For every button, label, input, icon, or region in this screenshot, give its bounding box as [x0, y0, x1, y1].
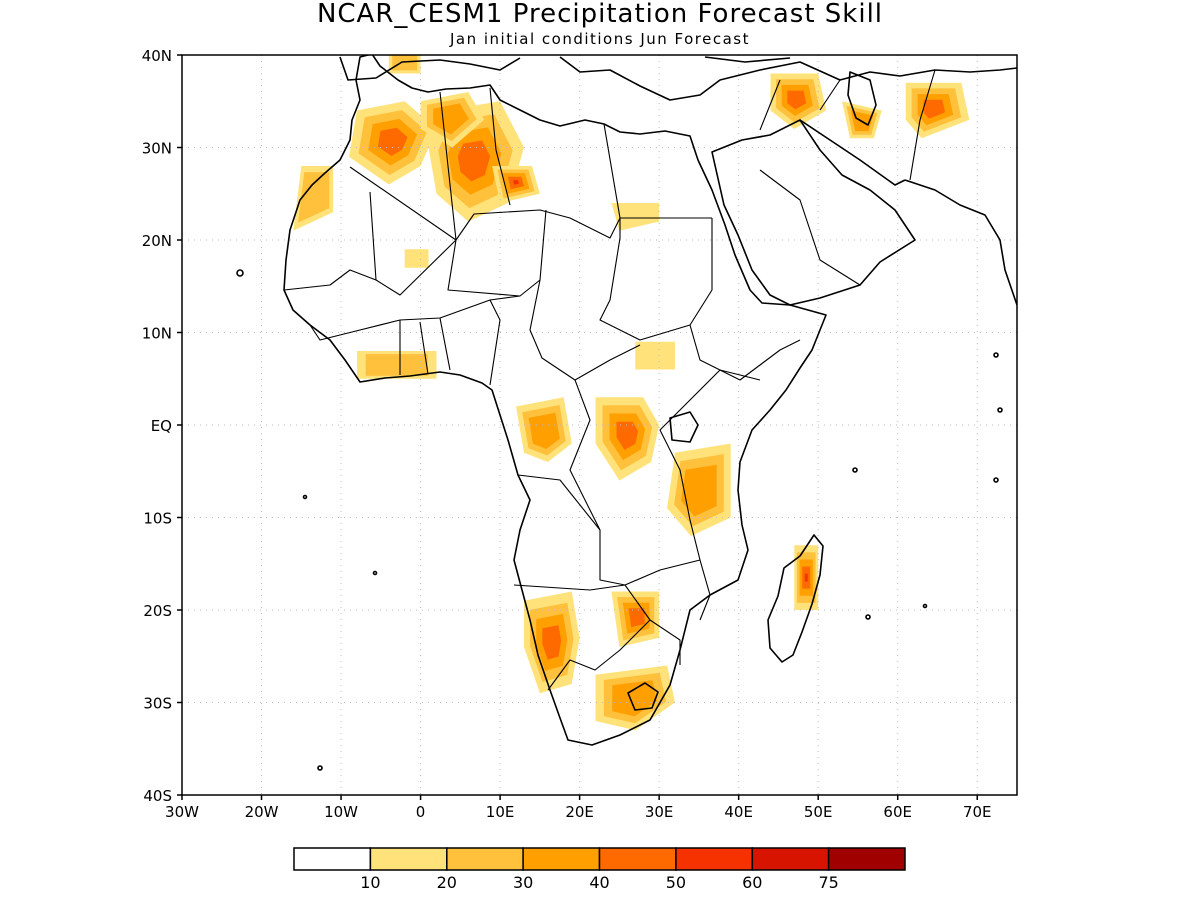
- lon-tick-label: 10W: [324, 803, 358, 821]
- lat-tick-label: 30N: [142, 140, 172, 158]
- colorbar-swatch: [369, 847, 448, 871]
- lon-tick-label: 20E: [565, 803, 594, 821]
- colorbar-swatch: [675, 847, 754, 871]
- skill-contour-namibia: [542, 625, 562, 660]
- lat-tick-label: 20S: [143, 602, 172, 620]
- lat-tick-label: 40S: [143, 787, 172, 805]
- skill-contour-north-africa-west: [377, 127, 408, 156]
- colorbar-swatch: [827, 847, 906, 871]
- lon-tick-label: 40E: [724, 803, 753, 821]
- skill-contour-libya-west: [513, 180, 519, 185]
- colorbar-label: 30: [513, 873, 533, 892]
- lat-tick-label: 40N: [142, 47, 172, 65]
- colorbar-label: 40: [589, 873, 609, 892]
- lon-tick-label: 30E: [645, 803, 674, 821]
- lon-tick-label: 10E: [486, 803, 515, 821]
- skill-contour-madagascar: [804, 573, 808, 582]
- lat-tick-label: 30S: [143, 695, 172, 713]
- lat-tick-label: 20N: [142, 232, 172, 250]
- lon-tick-label: 30W: [165, 803, 199, 821]
- skill-contour-egypt-west: [611, 203, 660, 231]
- colorbar-label: 75: [818, 873, 838, 892]
- skill-contour-sahara-south: [404, 249, 429, 268]
- lon-tick-label: 0: [416, 803, 426, 821]
- colorbar-label: 50: [666, 873, 686, 892]
- skill-contour-gabon-congo: [528, 412, 560, 449]
- skill-contour-ivory-coast-ghana: [365, 354, 428, 376]
- colorbar-label: 10: [360, 873, 380, 892]
- lon-tick-label: 50E: [804, 803, 833, 821]
- colorbar-swatch: [598, 847, 677, 871]
- lat-tick-label: EQ: [151, 417, 172, 435]
- lon-tick-label: 60E: [883, 803, 912, 821]
- skill-contour-algeria-central: [457, 140, 491, 182]
- lon-tick-label: 70E: [963, 803, 992, 821]
- colorbar-swatch: [446, 847, 524, 871]
- lat-tick-label: 10S: [143, 510, 172, 528]
- colorbar-swatch: [522, 847, 601, 871]
- skill-contour-mediterranean-north: [392, 55, 418, 71]
- lon-tick-label: 20W: [245, 803, 279, 821]
- skill-contour-tanzania: [681, 464, 717, 517]
- skill-contour-afghanistan: [923, 99, 946, 119]
- map-subtitle: Jan initial conditions Jun Forecast: [449, 30, 750, 48]
- skill-contour-botswana-zimbabwe: [628, 608, 645, 628]
- colorbar: 10 20 30 40 50 60 75: [293, 847, 906, 892]
- colorbar-label: 60: [742, 873, 762, 892]
- lat-tick-label: 10N: [142, 325, 172, 343]
- skill-contour-south-africa-east: [612, 680, 657, 717]
- skill-contour-iraq-iran: [787, 90, 807, 110]
- country-borders: [283, 69, 936, 691]
- skill-contour-morocco-coast: [298, 172, 330, 223]
- skill-shading: [293, 55, 970, 731]
- skill-contour-congo-east: [616, 421, 639, 450]
- colorbar-label: 20: [437, 873, 457, 892]
- map-title: NCAR_CESM1 Precipitation Forecast Skill: [317, 0, 883, 29]
- colorbar-swatch: [751, 847, 830, 871]
- skill-contour-sudan-south: [635, 341, 675, 370]
- colorbar-swatch: [293, 847, 372, 871]
